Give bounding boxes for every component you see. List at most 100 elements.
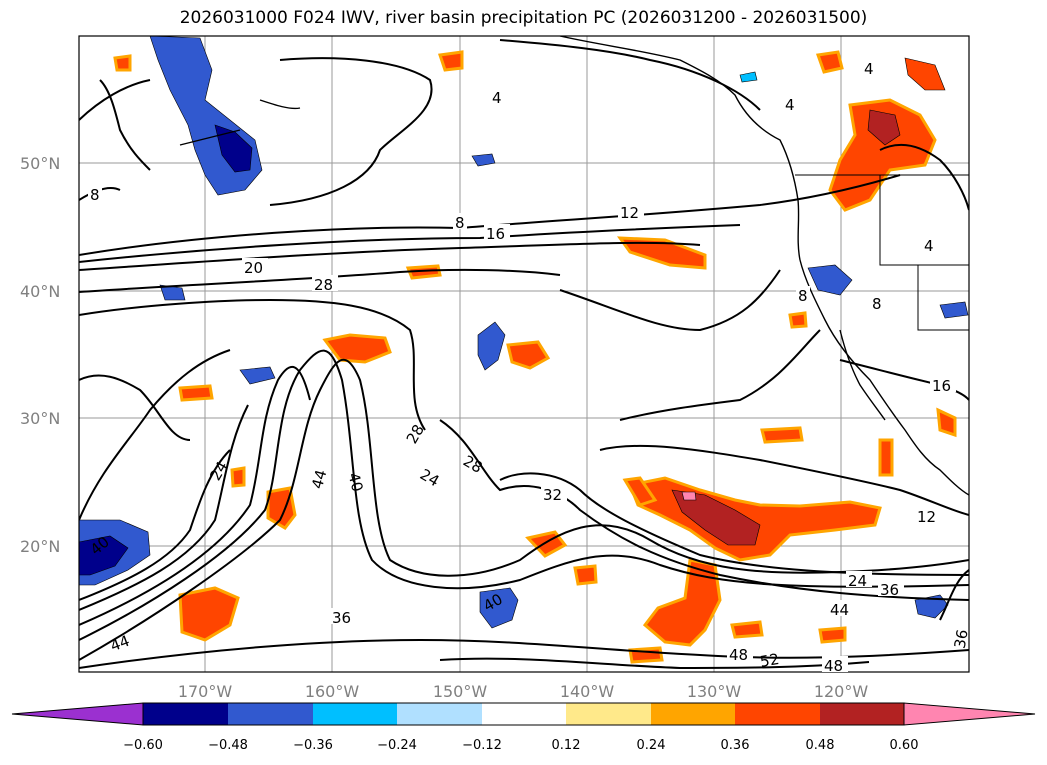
contour-label: 44 [830,601,849,619]
blob-small-blue-5 [939,301,969,319]
blob-small-red-1 [815,50,844,74]
blob-small-red-5 [438,50,464,72]
clabel-bg [922,236,936,252]
blob-small-blue-2 [239,366,276,385]
clabel-bg [618,203,644,219]
clabel-bg [242,258,268,274]
colorbar-tick-label: 0.60 [890,738,919,753]
clabel-bg [930,376,956,392]
positive-precip-blobs [113,50,957,664]
lon-label-140w: 140°W [560,682,615,701]
blob-mid-red-2 [506,340,551,370]
contour-line-19 [599,444,969,516]
colorbar: −0.60 −0.48 −0.36 −0.24 −0.12 0.12 0.24 … [11,702,1036,753]
colorbar-tick-label: 0.12 [552,738,581,753]
lat-label-30n: 30°N [20,409,60,428]
lon-label-160w: 160°W [305,682,360,701]
blob-small-red-2 [405,264,442,280]
contour-line-1 [79,174,901,256]
blob-mid-blue [477,321,506,371]
contour-label: 36 [880,581,899,599]
lon-label-170w: 170°W [178,682,233,701]
map-border [78,35,970,673]
contour-line-18 [499,39,761,111]
contour-label: 20 [244,259,263,277]
contour-line-12 [499,472,969,576]
contour-label: 44 [308,468,330,491]
contour-line-20 [619,329,821,421]
clabel-bg [312,275,338,291]
clabel-bg [878,580,904,596]
contour-line-22 [439,657,870,670]
colorbar-segment [228,703,313,725]
clabel-bg [490,88,504,104]
contour-line-14 [79,349,231,521]
contour-line-21 [79,638,969,669]
blob-ne-small [904,57,946,91]
blob-aleutian-navy [214,124,253,173]
blob-west-red [178,586,240,642]
contour-label: 8 [872,295,882,313]
clabel-bg [484,224,510,240]
blob-small-red-10 [788,311,808,329]
blob-small-red-3 [878,438,894,477]
contour-line-11 [439,419,969,601]
blob-central-pink [681,491,697,501]
contour-label: 12 [917,508,936,526]
contour-label: 8 [798,287,808,305]
clabel-bg [846,571,872,587]
clabel-bg [330,608,356,624]
colorbar-extend-left [11,702,144,726]
contour-label: 4 [785,96,795,114]
blob-south-red [642,558,722,647]
contour-label: 8 [90,186,100,204]
lat-label-50n: 50°N [20,154,60,173]
colorbar-segment [566,703,651,725]
colorbar-segment [143,703,228,725]
colorbar-segment [735,703,820,725]
contour-line-7 [79,349,969,641]
blob-mid-red-6 [622,476,658,507]
clabel-bg [88,186,102,202]
blob-south-blue [479,587,519,629]
coastline-aleutian [179,99,301,146]
colorbar-tick-label: 0.24 [637,738,666,753]
colorbar-tick-label: −0.36 [293,738,333,753]
colorbar-segment [313,703,397,725]
lat-label-40n: 40°N [20,282,60,301]
map-title: 2026031000 F024 IWV, river basin precipi… [179,8,868,28]
colorbar-segment [651,703,735,725]
blob-central-darkred [671,489,761,546]
contour-line-6 [79,358,969,661]
blob-small-red-9 [113,54,132,72]
coastline-alaska [559,36,801,261]
coastline-baja [839,329,886,421]
colorbar-outline [142,702,905,726]
lon-label-130w: 130°W [687,682,742,701]
colorbar-tick-label: −0.60 [123,738,163,753]
clabel-bg [541,485,567,501]
contour-label: 36 [332,609,351,627]
clabel-bg [796,286,810,302]
blob-small-red-8 [936,407,957,438]
blob-small-blue-4 [739,71,758,83]
lon-label-150w: 150°W [433,682,488,701]
contour-line-24 [939,569,969,621]
blob-small-red-7 [730,620,764,639]
blob-small-blue-1 [471,153,496,167]
colorbar-tick-label: −0.48 [208,738,248,753]
colorbar-tick-label: 0.48 [806,738,835,753]
colorbar-tick-label: −0.12 [462,738,502,753]
contour-label: 4 [924,237,934,255]
contour-line-26 [879,143,969,211]
clabel-bg [727,645,753,661]
coastline-west-coast [799,259,969,496]
colorbar-segment [820,703,904,725]
blob-small-red-11 [230,466,246,488]
clabel-bg [915,507,941,523]
contour-line-10 [79,449,231,601]
contour-label: 36 [951,628,972,650]
blob-se-blue [914,594,949,619]
contour-line-8 [79,365,311,626]
contour-label: 32 [543,486,562,504]
